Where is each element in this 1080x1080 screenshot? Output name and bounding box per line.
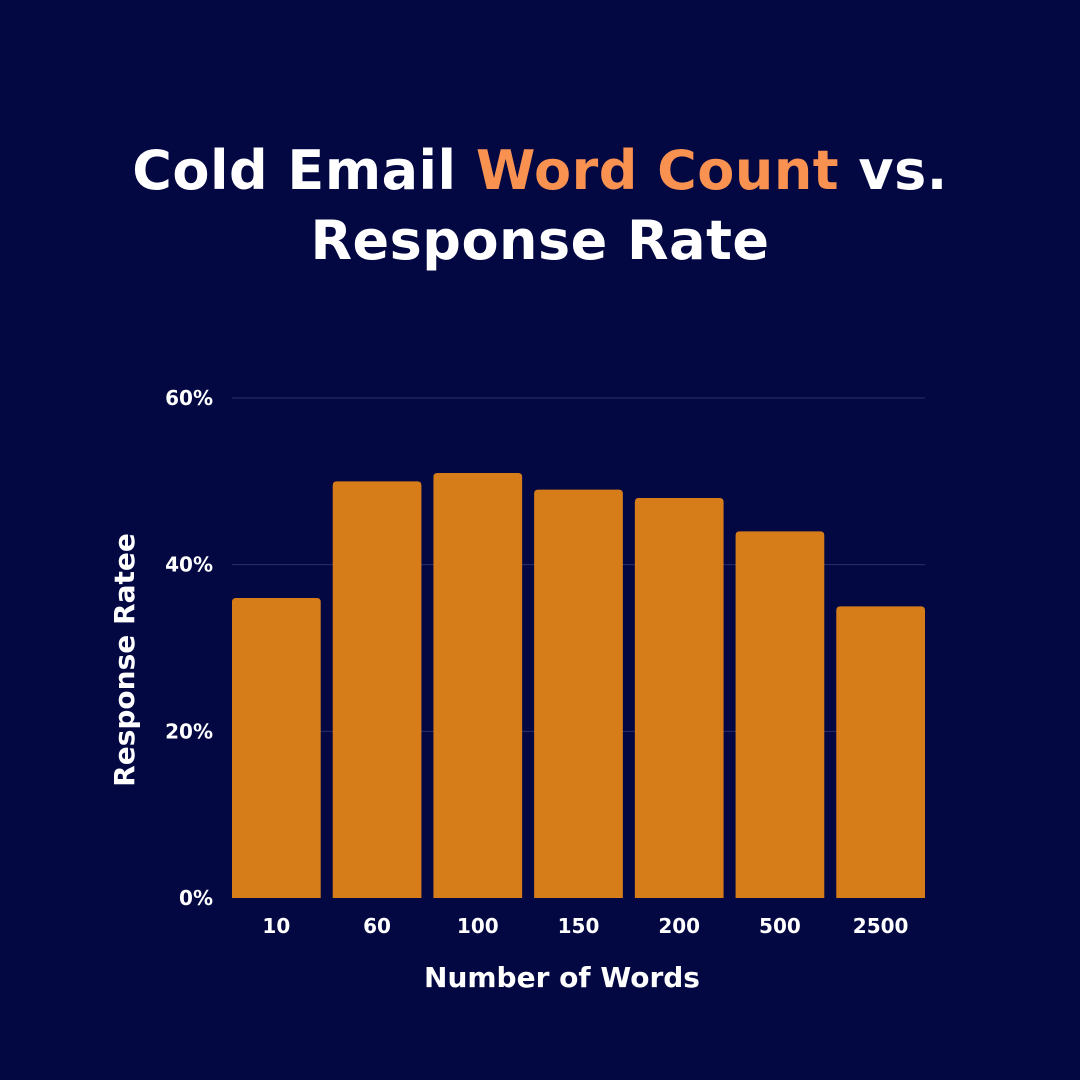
bar-2500 — [836, 606, 925, 898]
title-line-1: Cold Email Word Count vs. — [0, 136, 1080, 206]
bars — [232, 473, 925, 898]
x-tick-label: 200 — [658, 914, 700, 938]
title-line-2: Response Rate — [310, 209, 770, 272]
bar-200 — [634, 498, 724, 898]
x-tick-label: 10 — [262, 914, 290, 938]
x-axis-title: Number of Words — [424, 961, 700, 994]
x-tick-label: 2500 — [853, 914, 909, 938]
y-tick-label: 0% — [179, 886, 213, 910]
x-tick-label: 100 — [457, 914, 499, 938]
y-tick-labels: 0% 20% 40% 60% — [165, 386, 213, 910]
chart-title: Cold Email Word Count vs. Response Rate — [0, 136, 1080, 276]
bar-10 — [232, 598, 321, 898]
x-tick-label: 500 — [759, 914, 801, 938]
title-highlight: Word Count — [475, 139, 840, 202]
x-tick-label: 60 — [363, 914, 391, 938]
title-part-2: vs. — [839, 139, 948, 202]
bar-500 — [735, 531, 825, 898]
x-tick-labels: 10 60 100 150 200 500 2500 — [262, 914, 908, 938]
bar-100 — [433, 473, 523, 898]
bar-150 — [534, 489, 623, 898]
x-tick-label: 150 — [558, 914, 600, 938]
y-tick-label: 40% — [165, 553, 213, 577]
y-tick-label: 60% — [165, 386, 213, 410]
y-tick-label: 20% — [165, 719, 213, 743]
y-axis-title: Response Ratee — [108, 533, 141, 787]
title-part-1: Cold Email — [132, 139, 476, 202]
bar-60 — [332, 481, 422, 898]
